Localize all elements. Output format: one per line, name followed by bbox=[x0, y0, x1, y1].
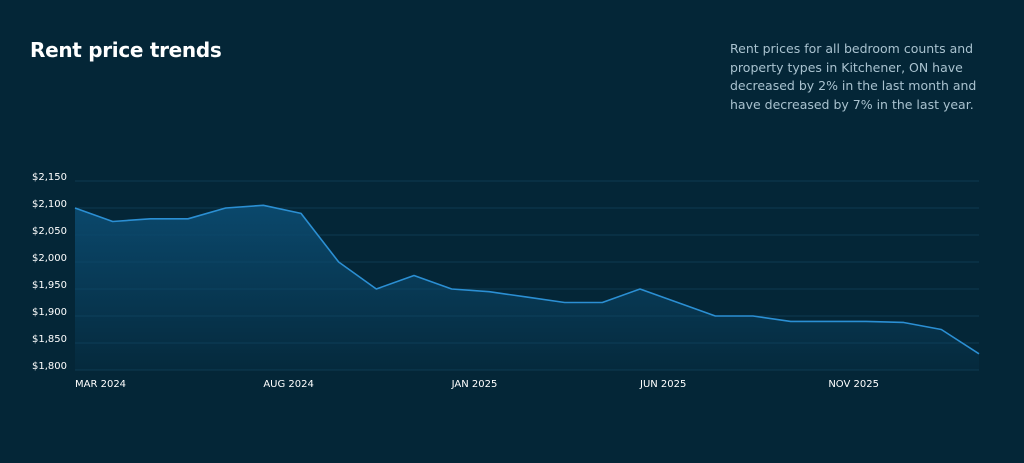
y-tick-label: $1,800 bbox=[32, 361, 67, 372]
y-tick-label: $2,100 bbox=[32, 199, 67, 210]
chart-description: Rent prices for all bedroom counts and p… bbox=[730, 41, 977, 112]
y-tick-label: $1,950 bbox=[32, 280, 67, 291]
line bbox=[74, 204, 980, 355]
x-tick-label: JUN 2025 bbox=[639, 379, 686, 390]
y-tick-label: $2,050 bbox=[32, 226, 67, 237]
y-tick-label: $2,150 bbox=[32, 172, 67, 183]
x-tick-label: NOV 2025 bbox=[828, 379, 879, 390]
y-tick-label: $1,850 bbox=[32, 334, 67, 345]
area-fill bbox=[75, 205, 979, 370]
y-tick-label: $1,900 bbox=[32, 307, 67, 318]
chart-title: Rent price trends bbox=[30, 38, 222, 62]
x-tick-label: AUG 2024 bbox=[263, 379, 314, 390]
x-tick-label: MAR 2024 bbox=[75, 379, 126, 390]
y-tick-label: $2,000 bbox=[32, 253, 67, 264]
x-tick-label: JAN 2025 bbox=[451, 379, 498, 390]
